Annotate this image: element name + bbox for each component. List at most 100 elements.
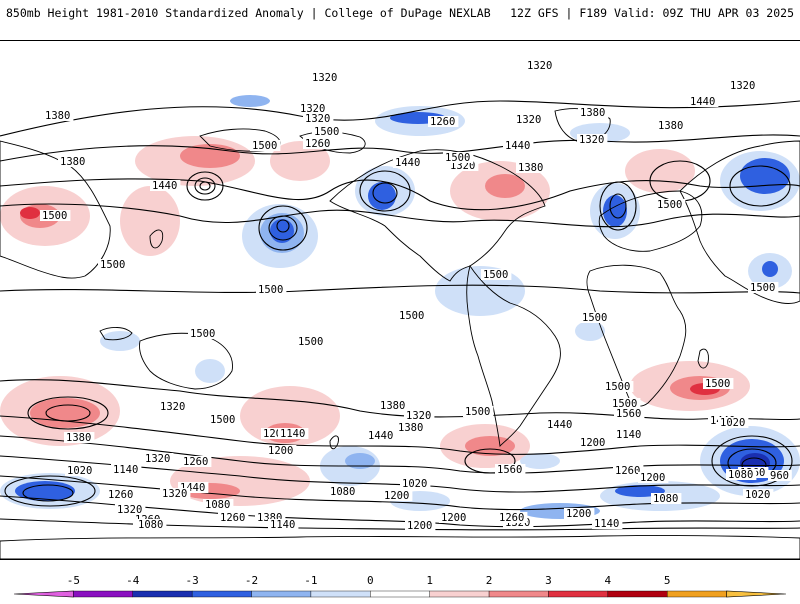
pos-anom-area	[30, 398, 100, 428]
contour-label: 1500	[582, 312, 607, 324]
colorbar-segment	[310, 590, 371, 598]
contour-label: 1500	[314, 126, 339, 138]
pos-anom-area	[180, 144, 240, 168]
colorbar-canvas: -5 -4 -3 -2 -1 0 1 2 3 4 5	[13, 574, 787, 598]
contour-label: 1260	[430, 116, 455, 128]
closed-contour	[372, 182, 398, 204]
contour-label: 1320	[312, 72, 337, 84]
contour-label: 1440	[368, 430, 393, 442]
contour-label: 1140	[616, 429, 641, 441]
contour-label-bg	[703, 378, 734, 389]
colorbar-segment	[607, 590, 668, 598]
contour-label-bg	[428, 116, 459, 127]
contour-label: 1500	[483, 269, 508, 281]
closed-contour	[22, 484, 74, 502]
closed-contour	[729, 165, 791, 207]
contour-label: 1200	[580, 437, 605, 449]
contour-label: 1500	[298, 336, 323, 348]
pos-anom-area	[120, 186, 180, 256]
closed-contour	[186, 171, 224, 201]
height-contour-line	[0, 178, 800, 211]
contour-label: 1260	[220, 512, 245, 524]
contour-label-bg	[261, 428, 292, 439]
contour-label-bg	[181, 456, 212, 467]
contour-label-bg	[688, 96, 719, 107]
contour-label-bg	[65, 465, 96, 476]
contour-label: 1500	[657, 199, 682, 211]
closed-contour	[464, 448, 516, 474]
contour-label-bg	[106, 489, 137, 500]
colorbar-segment	[191, 590, 252, 598]
contour-label-bg	[298, 103, 329, 114]
closed-contour	[27, 396, 109, 430]
contour-label: 1020	[67, 465, 92, 477]
contour-label-bg	[268, 519, 299, 530]
contour-label: 1200	[441, 512, 466, 524]
closed-contour	[276, 219, 290, 233]
contour-label-bg	[610, 398, 641, 409]
contour-label: 1500	[399, 310, 424, 322]
colorbar-tick-label: -3	[186, 574, 199, 587]
contour-label: 1500	[210, 414, 235, 426]
contour-label-bg	[218, 512, 249, 523]
contour-label-bg	[578, 437, 609, 448]
contour-label-bg	[64, 432, 95, 443]
contour-label-bg	[366, 430, 397, 441]
closed-contour	[258, 205, 308, 251]
colorbar-tick-label: 2	[486, 574, 493, 587]
contour-label: 1440	[505, 140, 530, 152]
contour-label: 1320	[730, 80, 755, 92]
contour-label-bg	[393, 157, 424, 168]
contour-label-bg	[592, 518, 623, 529]
contour-label: 1260	[615, 465, 640, 477]
closed-contour	[194, 177, 216, 195]
contour-label: 1200	[407, 520, 432, 532]
contour-label: 1320	[516, 114, 541, 126]
model-run-info: 12Z GFS | F189 Valid: 09Z THU APR 03 202…	[510, 6, 794, 20]
contour-label: 1380	[45, 110, 70, 122]
contour-label-bg	[255, 512, 286, 523]
contour-label-bg	[564, 508, 595, 519]
map-title: 850mb Height 1981-2010 Standardized Anom…	[6, 6, 491, 20]
contour-label-bg	[651, 493, 682, 504]
contour-label-bg	[40, 210, 71, 221]
contour-label: 1200	[566, 508, 591, 520]
contour-label: 1020	[745, 489, 770, 501]
contour-label: 1260	[108, 489, 133, 501]
coastline	[598, 190, 703, 252]
contour-label-bg	[545, 419, 576, 430]
contour-label-bg	[312, 126, 343, 137]
height-contour-line	[0, 435, 800, 474]
contour-label-bg	[614, 408, 645, 419]
contour-label-bg	[655, 199, 686, 210]
contour-label: 1320	[162, 488, 187, 500]
contour-label: 1380	[518, 162, 543, 174]
contour-label: 1500	[605, 381, 630, 393]
contour-label: 1500	[258, 284, 283, 296]
contour-label-bg	[115, 504, 146, 515]
contour-label-bg	[250, 140, 281, 151]
closed-contour	[599, 181, 637, 231]
contour-label-bg	[136, 519, 167, 530]
contour-label: 1320	[117, 504, 142, 516]
contour-label: 1200	[384, 490, 409, 502]
height-contour-line	[0, 495, 800, 528]
contour-label-bg	[328, 486, 359, 497]
neg-anom-area	[345, 453, 375, 469]
coastline	[679, 140, 800, 304]
contour-label-bg	[150, 180, 181, 191]
colorbar-tick-label: -4	[126, 574, 140, 587]
neg-anom-area	[270, 219, 294, 243]
height-contour-line	[0, 100, 800, 137]
contour-label-bg	[768, 470, 792, 481]
contour-label: 1320	[145, 453, 170, 465]
contour-label: 1320	[300, 103, 325, 115]
coastline	[466, 264, 561, 447]
anomaly-map: 1320 1320 1320 1320 1380 1320 1380 1440 1500 1320…	[0, 40, 800, 560]
coastline	[697, 348, 709, 369]
contour-label: 1140	[270, 519, 295, 531]
contour-label-bg	[397, 310, 428, 321]
coastline	[586, 264, 687, 407]
contour-label: 1320	[305, 113, 330, 125]
contour-label: 1560	[497, 464, 522, 476]
